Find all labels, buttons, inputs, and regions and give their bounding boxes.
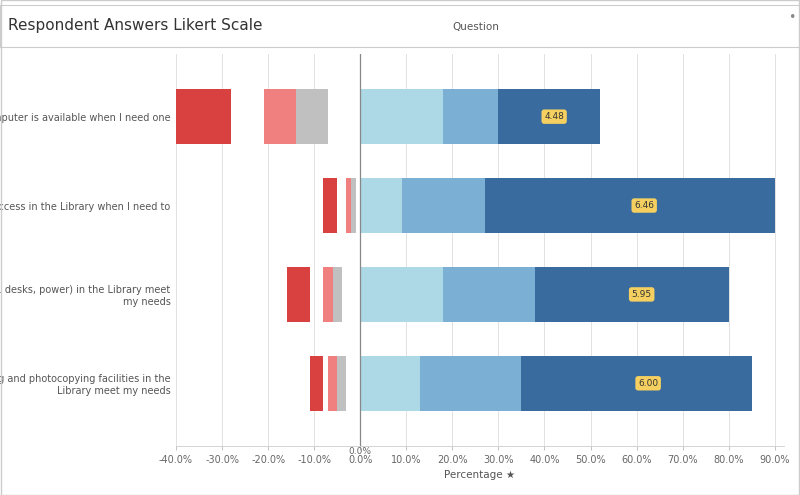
Bar: [522, 356, 752, 411]
Bar: [360, 267, 443, 322]
Bar: [323, 267, 333, 322]
Text: Question: Question: [452, 22, 499, 32]
Bar: [443, 267, 535, 322]
Bar: [296, 89, 328, 144]
Bar: [323, 178, 338, 233]
Bar: [286, 267, 310, 322]
Bar: [166, 89, 231, 144]
Bar: [443, 89, 498, 144]
Text: 6.00: 6.00: [638, 379, 658, 388]
Bar: [346, 178, 351, 233]
Bar: [263, 89, 296, 144]
Bar: [323, 267, 342, 322]
Text: 4.48: 4.48: [544, 112, 564, 121]
Bar: [360, 89, 443, 144]
Text: 5.95: 5.95: [632, 290, 652, 299]
Bar: [485, 178, 774, 233]
Bar: [328, 356, 338, 411]
Bar: [310, 356, 323, 411]
Bar: [360, 178, 402, 233]
Bar: [360, 356, 420, 411]
Bar: [420, 356, 522, 411]
Bar: [498, 89, 600, 144]
Text: 0.0%: 0.0%: [349, 447, 372, 456]
Text: 6.46: 6.46: [634, 201, 654, 210]
Bar: [402, 178, 485, 233]
X-axis label: Percentage ★: Percentage ★: [445, 470, 515, 480]
Bar: [333, 356, 346, 411]
Bar: [351, 178, 356, 233]
Text: •: •: [789, 11, 796, 24]
Bar: [535, 267, 729, 322]
Text: Respondent Answers Likert Scale: Respondent Answers Likert Scale: [8, 18, 262, 34]
